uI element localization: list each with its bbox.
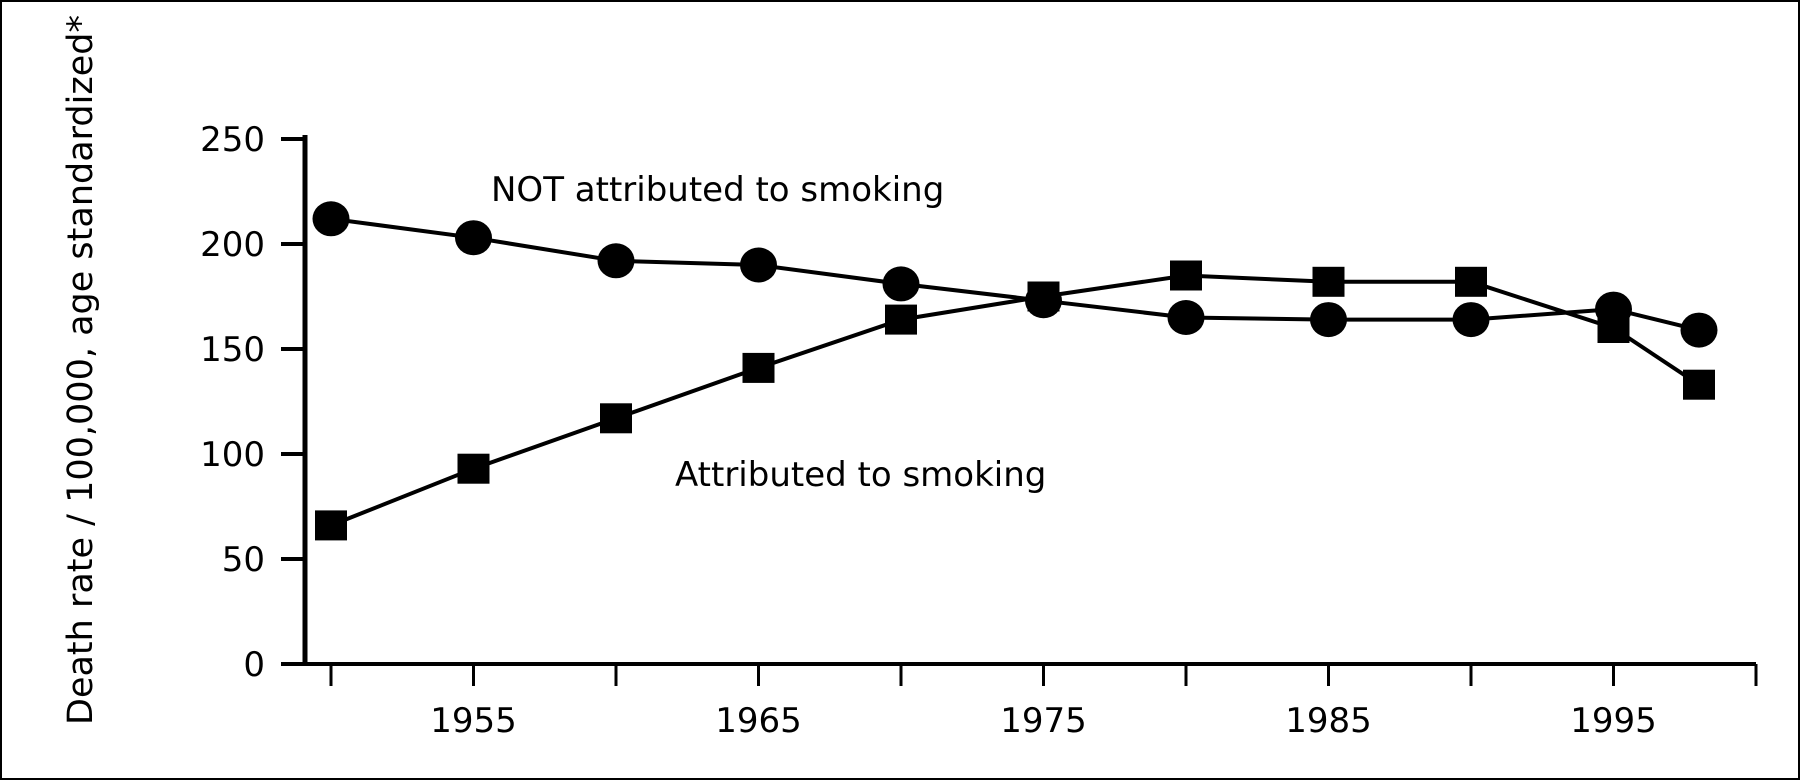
data-point-square <box>1597 313 1630 343</box>
data-point-square <box>1312 266 1345 297</box>
series-line-not-attributed <box>330 216 1700 333</box>
x-tick-label: 1965 <box>715 701 802 741</box>
data-point-circle <box>882 266 920 302</box>
axes: 0 50 100 150 200 250 1955 1965 1975 1985 1995 <box>200 120 1758 741</box>
data-point-square <box>1170 260 1202 291</box>
data-point-circle <box>597 243 635 279</box>
y-tick-label: 0 <box>243 645 265 685</box>
series-label-not-attributed: NOT attributed to smoking <box>491 170 944 210</box>
y-tick-label: 200 <box>200 225 265 265</box>
data-point-square <box>600 403 632 434</box>
x-tick-label: 1955 <box>430 701 517 741</box>
y-tick-label: 150 <box>200 330 265 370</box>
series-label-attributed: Attributed to smoking <box>675 455 1046 495</box>
data-point-square <box>1683 369 1715 400</box>
data-point-square <box>742 352 775 383</box>
series-markers <box>312 201 1718 541</box>
y-axis-label: Death rate / 100,000, age standardized* <box>61 15 101 725</box>
y-tick-label: 100 <box>200 435 265 475</box>
data-point-circle <box>312 201 350 237</box>
x-tick-label: 1975 <box>1000 701 1087 741</box>
data-point-circle <box>1452 302 1490 338</box>
x-tick-label: 1995 <box>1570 701 1657 741</box>
x-tick-label: 1985 <box>1285 701 1372 741</box>
data-point-square <box>457 453 490 484</box>
data-point-circle <box>740 247 777 283</box>
y-tick-label: 250 <box>200 120 265 160</box>
data-point-circle <box>1310 302 1347 338</box>
data-point-square <box>315 510 347 541</box>
data-point-square <box>1455 266 1487 297</box>
y-tick-label: 50 <box>222 540 265 580</box>
data-point-circle <box>455 220 492 256</box>
data-point-square <box>1027 281 1060 312</box>
data-point-circle <box>1680 312 1718 348</box>
data-point-circle <box>1167 300 1205 335</box>
data-point-square <box>885 304 917 335</box>
